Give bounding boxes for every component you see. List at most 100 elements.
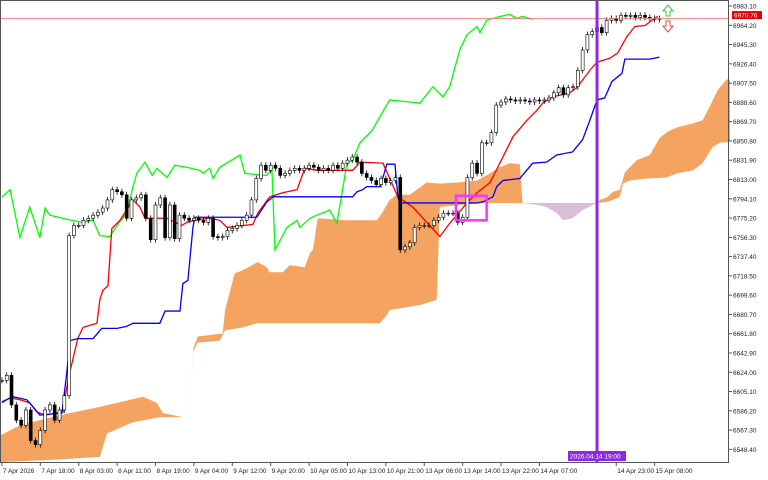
candle	[422, 225, 427, 227]
price-tick-label: 6964.20	[733, 23, 757, 30]
candle	[115, 189, 119, 193]
candle	[552, 92, 556, 99]
candle	[38, 430, 43, 445]
time-tick-label: 9 Apr 12:00	[233, 468, 267, 475]
candle	[129, 199, 134, 219]
candle	[547, 97, 551, 101]
candle	[384, 178, 388, 183]
candle	[312, 164, 316, 168]
price-tick-label: 6831.90	[733, 158, 757, 165]
price-tick-label: 6718.50	[733, 273, 757, 280]
candle	[403, 246, 407, 251]
candle	[177, 214, 182, 239]
time-tick-label: 13 Apr 14:00	[464, 468, 501, 475]
candle	[100, 207, 105, 213]
candle	[446, 212, 451, 215]
candle	[264, 164, 268, 171]
candle	[96, 211, 100, 216]
candle	[561, 87, 566, 96]
candle	[374, 180, 379, 185]
candle	[139, 194, 143, 199]
candle	[244, 214, 249, 221]
candle	[643, 14, 647, 18]
time-tick-label: 7 Apr 18:00	[41, 468, 75, 475]
candle	[24, 409, 28, 426]
candle	[518, 99, 523, 102]
candle	[580, 49, 585, 71]
candle	[158, 197, 163, 206]
candle	[571, 86, 575, 89]
candle	[638, 14, 643, 18]
candle	[86, 217, 91, 221]
time-tick-label: 13 Apr 06:00	[425, 468, 462, 475]
candle	[52, 404, 57, 421]
candle	[235, 225, 239, 229]
candle	[196, 217, 201, 221]
candle	[268, 164, 273, 171]
buy-arrow-icon[interactable]	[661, 4, 675, 17]
candle	[81, 219, 86, 226]
price-tick-label: 6737.40	[733, 254, 757, 261]
time-tick-label: 7 Apr 2026	[3, 468, 35, 475]
price-tick-label: 6794.10	[733, 196, 757, 203]
time-axis[interactable]: 7 Apr 2026 7 Apr 18:00 8 Apr 03:00 8 Apr 11…	[1, 462, 693, 475]
price-tick-label: 6605.10	[733, 389, 757, 396]
candle	[475, 162, 479, 174]
candle	[134, 197, 139, 201]
candle	[148, 217, 153, 240]
candles	[0, 12, 662, 448]
candle	[9, 375, 14, 406]
candle	[504, 98, 508, 103]
candle	[513, 99, 518, 102]
sell-arrow-icon[interactable]	[661, 20, 675, 33]
candle	[105, 199, 110, 209]
candle	[633, 14, 638, 18]
candle	[451, 212, 455, 215]
candle	[590, 31, 595, 35]
candle	[43, 409, 47, 431]
candle	[216, 236, 220, 238]
candle	[316, 166, 321, 171]
chikou-line	[1, 13, 533, 253]
price-tick-label: 6813.00	[733, 177, 757, 184]
candle	[321, 167, 326, 171]
current-price-label: 6970.76	[732, 11, 762, 19]
candle	[153, 204, 158, 240]
candle	[336, 164, 340, 169]
candle	[259, 164, 263, 179]
candle	[379, 178, 383, 185]
price-tick-label: 6850.80	[733, 138, 757, 145]
price-axis[interactable]: 6983.10 6964.20 6945.30 6926.40 6907.50 6888.…	[729, 4, 757, 454]
cursor-time-label: 2026.04.14 19:00	[568, 451, 627, 461]
candle	[230, 228, 235, 231]
candle	[508, 98, 513, 101]
candle	[345, 159, 350, 164]
candle	[67, 235, 71, 397]
candle	[619, 14, 623, 21]
candle	[307, 164, 311, 169]
candle	[484, 142, 489, 144]
candle	[528, 100, 532, 103]
time-tick-label: 13 Apr 22:00	[502, 468, 539, 475]
candle	[600, 27, 604, 33]
candle	[201, 219, 206, 223]
price-tick-label: 6680.70	[733, 312, 757, 319]
cloud-bullish	[597, 79, 730, 203]
price-tick-label: 6567.30	[733, 428, 757, 435]
candle	[499, 101, 503, 106]
selection-box[interactable]	[454, 194, 488, 222]
kijun-line	[1, 56, 660, 416]
candle	[489, 132, 494, 144]
candle	[48, 404, 52, 411]
candle	[288, 170, 292, 174]
candle	[240, 219, 244, 226]
candle	[110, 189, 115, 201]
candle	[14, 404, 19, 421]
time-tick-label: 9 Apr 04:00	[195, 468, 229, 475]
candle	[369, 177, 374, 181]
candle	[398, 177, 403, 251]
time-tick-label: 10 Apr 05:00	[310, 468, 347, 475]
price-tick-label: 6983.10	[733, 4, 757, 11]
time-tick-label: 10 Apr 21:00	[387, 468, 424, 475]
